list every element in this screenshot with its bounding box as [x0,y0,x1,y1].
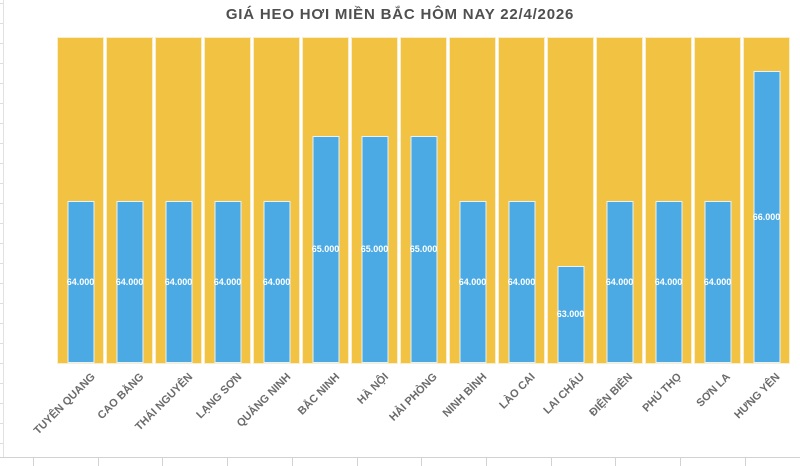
value-bar[interactable]: 66.000 [752,70,781,363]
value-bar[interactable]: 63.000 [556,265,585,363]
x-axis-label: HẢI PHÒNG [387,371,440,424]
value-bar[interactable]: 64.000 [66,200,95,363]
worksheet-row-gridline [0,123,3,124]
worksheet-column-gridline [162,458,163,466]
worksheet-row-gridline [0,143,3,144]
x-axis-label: BẮC NINH [295,371,343,418]
value-bar[interactable]: 65.000 [409,135,438,363]
worksheet-column-gridline [745,458,746,466]
worksheet-column-gridline [98,458,99,466]
value-bar[interactable]: 64.000 [605,200,634,363]
value-bar[interactable]: 64.000 [458,200,487,363]
worksheet-row-gridline [0,163,3,164]
bar-value-label: 65.000 [311,244,340,255]
x-axis-label: HÀ NỘI [355,371,392,407]
x-axis-label: HƯNG YÊN [731,371,783,422]
bar-value-label: 65.000 [409,244,438,255]
worksheet-row-gridline [0,63,3,64]
worksheet-column-gridline [551,458,552,466]
x-axis-label: NINH BÌNH [440,371,489,420]
bar-value-label: 64.000 [66,276,95,287]
bar-value-label: 63.000 [556,309,585,320]
worksheet-row-gridline [0,3,3,4]
bar-value-label: 64.000 [605,276,634,287]
bar-value-label: 65.000 [360,244,389,255]
worksheet-row-gridline [0,383,3,384]
worksheet-column-gridline [33,458,34,466]
value-bar[interactable]: 65.000 [311,135,340,363]
value-bar[interactable]: 64.000 [703,200,732,363]
category-column: 65.000 [302,37,349,364]
worksheet-column-gridline [292,458,293,466]
worksheet-column-gridline [227,458,228,466]
worksheet-row-gridline [0,203,3,204]
value-bar[interactable]: 64.000 [115,200,144,363]
worksheet-gridline-vertical [3,0,4,458]
worksheet-column-gridline [615,458,616,466]
value-bar[interactable]: 64.000 [654,200,683,363]
worksheet-row-gridline [0,23,3,24]
value-bar[interactable]: 64.000 [164,200,193,363]
worksheet-gridline-horizontal [0,457,800,458]
x-axis-label: LÀO CAI [497,371,538,412]
bar-value-label: 64.000 [507,276,536,287]
worksheet-row-gridline [0,263,3,264]
category-column: 65.000 [400,37,447,364]
value-bar[interactable]: 64.000 [213,200,242,363]
bar-value-label: 66.000 [752,211,781,222]
worksheet-row-gridline [0,423,3,424]
bar-value-label: 64.000 [213,276,242,287]
category-column: 64.000 [694,37,741,364]
category-column: 66.000 [743,37,790,364]
category-column: 64.000 [596,37,643,364]
worksheet-row-gridline [0,403,3,404]
worksheet-row-gridline [0,83,3,84]
chart-title: GIÁ HEO HƠI MIỀN BẮC HÔM NAY 22/4/2026 [225,6,575,23]
x-axis-label: TUYÊN QUANG [31,371,98,437]
bar-value-label: 64.000 [703,276,732,287]
category-column: 65.000 [351,37,398,364]
category-column: 64.000 [645,37,692,364]
worksheet-row-gridline [0,183,3,184]
worksheet-row-gridline [0,303,3,304]
x-axis-label: ĐIỆN BIÊN [587,371,636,419]
bar-value-label: 64.000 [458,276,487,287]
value-bar[interactable]: 64.000 [262,200,291,363]
worksheet-row-gridline [0,363,3,364]
worksheet-column-gridline [486,458,487,466]
category-column: 63.000 [547,37,594,364]
x-axis-label: CAO BẰNG [95,371,147,422]
x-axis-label: PHÚ THỌ [640,371,685,415]
bar-value-label: 64.000 [262,276,291,287]
value-bar[interactable]: 65.000 [360,135,389,363]
worksheet-column-gridline [357,458,358,466]
worksheet-row-gridline [0,343,3,344]
x-axis-label: LAI CHÂU [540,371,587,417]
category-column: 64.000 [57,37,104,364]
worksheet-row-gridline [0,223,3,224]
worksheet-column-gridline [421,458,422,466]
plot-area: 64.000 64.000 64.000 64.000 64.000 65.000 65.0… [57,37,790,364]
worksheet-row-gridline [0,243,3,244]
category-column: 64.000 [204,37,251,364]
category-column: 64.000 [106,37,153,364]
bar-value-label: 64.000 [115,276,144,287]
worksheet-row-gridline [0,443,3,444]
worksheet-row-gridline [0,283,3,284]
worksheet-row-gridline [0,43,3,44]
x-axis-label: SƠN LA [694,371,734,410]
bar-value-label: 64.000 [164,276,193,287]
worksheet-row-gridline [0,323,3,324]
bar-value-label: 64.000 [654,276,683,287]
category-column: 64.000 [498,37,545,364]
x-axis-label: LẠNG SƠN [194,371,245,422]
category-column: 64.000 [449,37,496,364]
category-column: 64.000 [253,37,300,364]
worksheet-row-gridline [0,103,3,104]
category-column: 64.000 [155,37,202,364]
value-bar[interactable]: 64.000 [507,200,536,363]
worksheet-column-gridline [680,458,681,466]
